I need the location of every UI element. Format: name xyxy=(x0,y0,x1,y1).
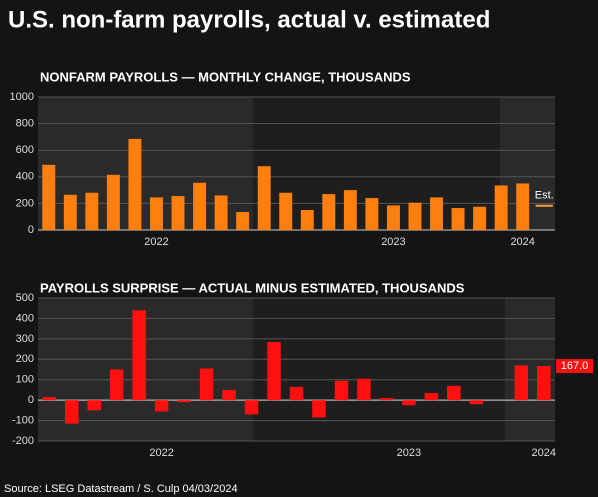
y-tick-label: 100 xyxy=(16,374,34,386)
band xyxy=(253,298,505,441)
y-tick-label: -100 xyxy=(12,414,34,426)
x-tick-label: 2022 xyxy=(144,236,168,248)
bar xyxy=(537,366,551,401)
bar xyxy=(334,380,349,401)
estimate-bar xyxy=(535,204,553,207)
bar xyxy=(85,192,99,230)
panel-title: NONFARM PAYROLLS — MONTHLY CHANGE, THOUS… xyxy=(40,69,411,84)
bar xyxy=(343,190,357,230)
y-tick-label: 200 xyxy=(16,353,34,365)
y-tick-label: 500 xyxy=(16,292,34,304)
bar xyxy=(257,166,271,230)
bar xyxy=(300,210,314,230)
x-tick-label: 2023 xyxy=(381,236,405,248)
x-tick-label: 2024 xyxy=(532,447,556,459)
bar xyxy=(154,400,169,412)
bar xyxy=(430,197,443,230)
bar xyxy=(279,192,293,230)
bar xyxy=(386,205,400,230)
bar xyxy=(408,202,422,230)
bar xyxy=(473,206,487,230)
bar xyxy=(236,212,250,230)
bar xyxy=(365,198,379,230)
y-tick-label: 200 xyxy=(16,197,34,209)
bar xyxy=(42,397,56,401)
y-tick-label: 1000 xyxy=(10,91,34,103)
bar xyxy=(379,398,394,401)
bar xyxy=(514,365,529,401)
bar xyxy=(244,400,259,415)
bar xyxy=(193,182,207,230)
annotation: Est. xyxy=(535,190,554,202)
bar xyxy=(150,197,163,230)
bar xyxy=(447,385,461,401)
source: Source: LSEG Datastream / S. Culp 04/03/… xyxy=(4,483,238,495)
bar xyxy=(132,310,146,401)
bar xyxy=(128,138,142,230)
bar xyxy=(267,341,281,401)
bar xyxy=(424,392,439,401)
bar xyxy=(469,400,484,405)
y-tick-label: 400 xyxy=(16,312,34,324)
bar xyxy=(289,386,304,401)
bar xyxy=(357,378,371,401)
x-tick-label: 2024 xyxy=(510,236,534,248)
bar xyxy=(402,400,416,406)
bar xyxy=(87,400,101,411)
bar xyxy=(451,208,465,230)
bar xyxy=(63,194,77,230)
bar xyxy=(494,185,508,230)
y-tick-label: -200 xyxy=(12,435,34,447)
y-tick-label: 400 xyxy=(16,171,34,183)
bar xyxy=(106,174,120,230)
y-tick-label: 0 xyxy=(28,394,34,406)
value-label: 167.0 xyxy=(561,360,589,372)
bar xyxy=(312,400,326,418)
bar xyxy=(177,400,191,403)
bar xyxy=(214,195,228,230)
bar xyxy=(42,164,56,230)
bar xyxy=(199,368,214,401)
y-tick-label: 0 xyxy=(28,224,34,236)
bar xyxy=(171,196,185,230)
y-tick-label: 800 xyxy=(16,118,34,130)
page-title: U.S. non-farm payrolls, actual v. estima… xyxy=(8,6,490,33)
y-tick-label: 300 xyxy=(16,333,34,345)
y-tick-label: 600 xyxy=(16,144,34,156)
bar xyxy=(516,183,530,230)
value-label-box xyxy=(556,359,593,374)
bar xyxy=(222,389,236,401)
x-tick-label: 2023 xyxy=(397,447,421,459)
bar xyxy=(64,400,79,424)
bar xyxy=(109,369,124,401)
bar xyxy=(322,194,336,230)
x-tick-label: 2022 xyxy=(149,447,173,459)
panel-title: PAYROLLS SURPRISE — ACTUAL MINUS ESTIMAT… xyxy=(40,280,465,295)
